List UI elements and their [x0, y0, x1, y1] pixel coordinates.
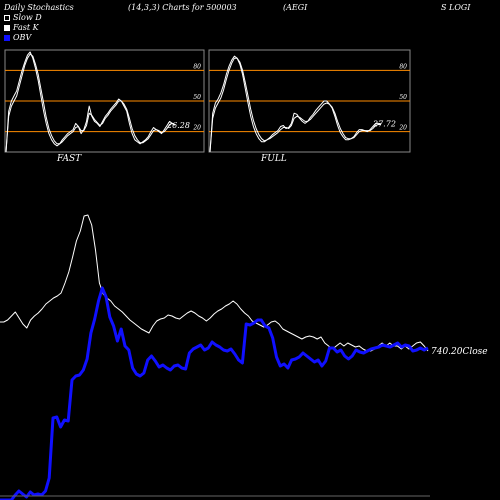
header-name-a: (AEGI — [283, 3, 308, 12]
fast-title: FAST — [56, 154, 82, 164]
legend-obv: OBV — [4, 33, 31, 42]
fast-tick-50: 50 — [193, 94, 201, 101]
close-last-label: 740.20Close — [431, 347, 488, 357]
full-tick-50: 50 — [399, 94, 407, 101]
legend-label-fast-k: Fast K — [13, 23, 39, 32]
fast-tick-20: 20 — [192, 125, 201, 132]
fast-series-1 — [5, 53, 176, 153]
fast-last-value: 26.28 — [166, 121, 190, 130]
full-last-value: 27.72 — [372, 120, 396, 129]
header-left: Daily Stochastics — [4, 3, 74, 12]
legend-swatch-slow-d — [4, 14, 10, 21]
legend-swatch-fast-k — [4, 24, 10, 31]
legend-label-slow-d: Slow D — [13, 13, 42, 22]
header-params: (14,3,3) Charts for 500003 — [128, 3, 237, 12]
fast-tick-80: 80 — [193, 63, 201, 70]
legend-slow-d: Slow D — [4, 13, 42, 22]
full-series-1 — [209, 57, 381, 153]
header-name-b: S LOGI — [441, 3, 471, 12]
full-tick-80: 80 — [399, 63, 407, 70]
legend-label-obv: OBV — [13, 33, 32, 42]
legend-swatch-obv — [4, 34, 10, 41]
fast-series-0 — [5, 51, 176, 153]
close-line — [0, 214, 429, 352]
full-tick-20: 20 — [398, 125, 407, 132]
full-title: FULL — [260, 154, 287, 164]
legend-fast-k: Fast K — [4, 23, 39, 32]
obv-line — [0, 286, 429, 500]
